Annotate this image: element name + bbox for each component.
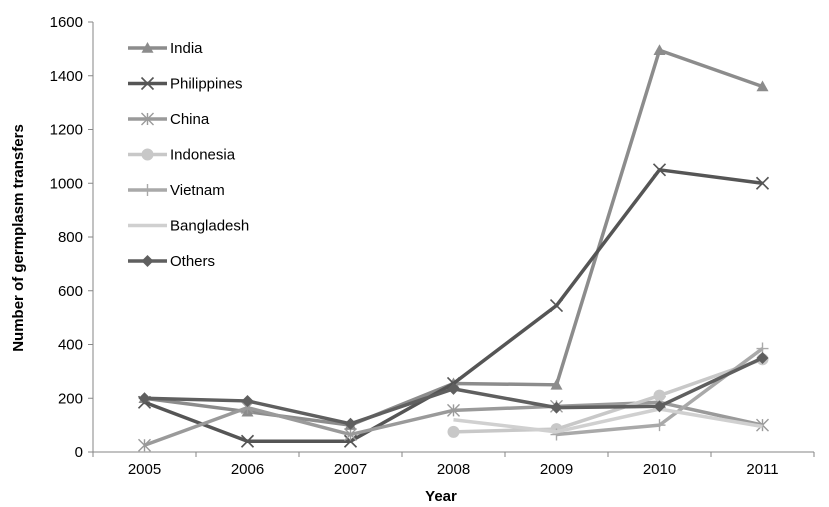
- x-axis-ticks: 2005 2006 2007 2008 2009 2010 2011: [92, 452, 815, 478]
- data-point-china: [138, 438, 151, 452]
- legend-marker: [141, 112, 154, 126]
- legend-marker: [141, 184, 154, 196]
- y-axis-ticks: 0 200 400 600 800 1000 1200 1400 1600: [50, 14, 93, 461]
- data-point-india: [756, 80, 769, 92]
- x-tick-label: 2005: [128, 461, 161, 478]
- x-tick-label: 2007: [334, 461, 367, 478]
- data-point-others: [241, 394, 254, 407]
- data-point-others: [653, 400, 666, 413]
- data-point-philippines: [755, 176, 770, 190]
- x-axis-title: Year: [425, 488, 457, 505]
- x-tick-label: 2006: [231, 461, 264, 478]
- y-tick-label: 400: [58, 337, 83, 354]
- data-point-china: [447, 403, 460, 417]
- data-point-vietnam: [653, 419, 666, 432]
- y-tick-label: 1400: [50, 68, 83, 85]
- x-tick-label: 2011: [746, 461, 778, 478]
- data-point-india: [653, 44, 666, 56]
- y-tick-label: 0: [75, 444, 83, 461]
- data-point-philippines: [343, 434, 358, 448]
- data-point-philippines: [652, 163, 667, 177]
- y-tick-label: 800: [58, 229, 83, 246]
- y-tick-label: 200: [58, 390, 83, 407]
- legend-marker: [141, 148, 154, 161]
- legend-item-others: Others: [128, 253, 215, 270]
- legend-marker: [140, 76, 155, 91]
- legend-label: India: [170, 40, 203, 57]
- legend-marker: [141, 255, 154, 267]
- data-point-others: [344, 417, 357, 430]
- legend-item-indonesia: Indonesia: [128, 147, 236, 164]
- series-line-indonesia: [453, 357, 764, 434]
- series-line-bangladesh: [453, 407, 763, 434]
- legend-item-india: India: [128, 40, 203, 57]
- legend-label: Vietnam: [170, 182, 225, 199]
- legend-item-philippines: Philippines: [128, 76, 243, 93]
- y-tick-label: 1200: [50, 122, 83, 139]
- y-tick-label: 1600: [50, 14, 83, 31]
- data-point-others: [138, 392, 151, 405]
- series-china: [138, 395, 769, 452]
- legend-label: Others: [170, 253, 215, 270]
- data-point-philippines: [549, 298, 564, 313]
- series-india: [138, 44, 769, 430]
- y-axis-title: Number of germplasm transfers: [10, 124, 27, 352]
- data-point-others: [550, 401, 563, 414]
- legend-item-china: China: [128, 111, 210, 128]
- data-point-india: [550, 378, 563, 390]
- legend: India Philippines China Indonesia Vietnam Ban…: [128, 40, 249, 270]
- legend-item-bangladesh: Bangladesh: [128, 218, 249, 235]
- data-point-philippines: [240, 434, 255, 448]
- legend-label: Bangladesh: [170, 218, 249, 235]
- legend-item-vietnam: Vietnam: [128, 182, 225, 199]
- data-point-indonesia: [447, 425, 460, 438]
- legend-marker: [141, 42, 154, 53]
- x-tick-label: 2008: [437, 461, 470, 478]
- y-tick-label: 1000: [50, 175, 83, 192]
- legend-label: Indonesia: [170, 147, 236, 164]
- data-point-china: [344, 428, 357, 442]
- series-bangladesh: [453, 407, 763, 434]
- y-tick-label: 600: [58, 283, 83, 300]
- data-point-others: [447, 382, 460, 395]
- series-others: [138, 351, 769, 430]
- data-point-others: [756, 351, 769, 364]
- series-line-india: [144, 48, 764, 427]
- legend-label: Philippines: [170, 76, 243, 93]
- x-tick-label: 2010: [643, 461, 676, 478]
- x-tick-label: 2009: [540, 461, 573, 478]
- legend-label: China: [170, 111, 210, 128]
- data-point-indonesia: [653, 389, 666, 402]
- series-layer: [137, 44, 770, 452]
